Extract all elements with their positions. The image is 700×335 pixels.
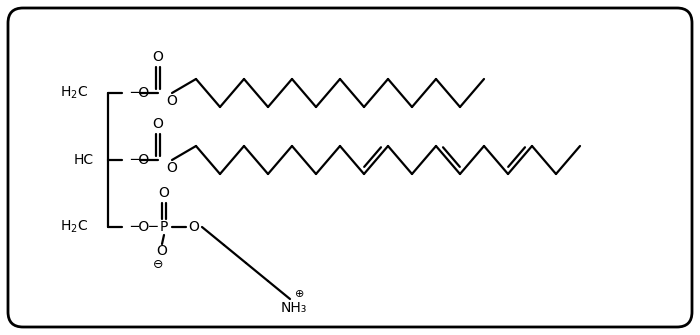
- Text: O: O: [153, 50, 163, 64]
- Text: ⊖: ⊖: [153, 259, 163, 271]
- Text: HC: HC: [74, 153, 94, 167]
- Text: ⊕: ⊕: [295, 289, 304, 299]
- Text: ─O─: ─O─: [130, 220, 158, 234]
- Text: H$_2$C: H$_2$C: [60, 85, 88, 101]
- Text: O: O: [167, 161, 177, 175]
- FancyBboxPatch shape: [8, 8, 692, 327]
- Text: ─O: ─O: [130, 153, 149, 167]
- Text: P: P: [160, 220, 168, 234]
- Text: O: O: [167, 94, 177, 108]
- Text: H$_2$C: H$_2$C: [60, 219, 88, 235]
- Text: O: O: [157, 244, 167, 258]
- Text: NH₃: NH₃: [281, 301, 307, 315]
- Text: O: O: [159, 186, 169, 200]
- Text: O: O: [153, 117, 163, 131]
- Text: O: O: [188, 220, 199, 234]
- Text: ─O: ─O: [130, 86, 149, 100]
